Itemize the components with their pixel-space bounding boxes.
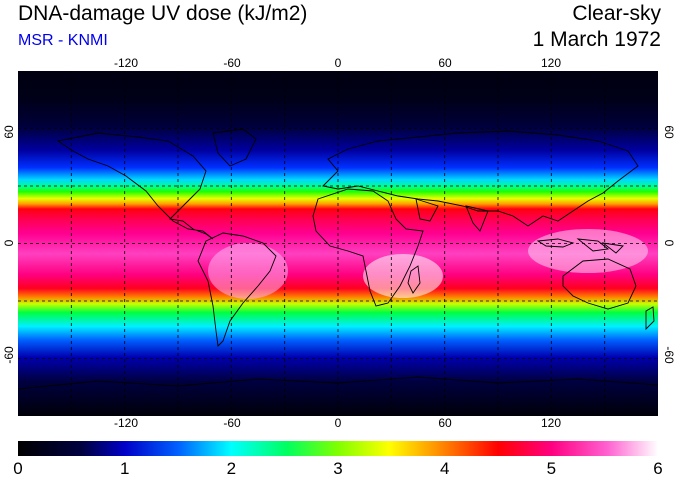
colorbar-tick: 1 xyxy=(119,459,130,478)
lat-tick-left: 60 xyxy=(2,125,16,139)
lon-tick-top: -120 xyxy=(113,56,139,70)
lon-tick-bottom: -120 xyxy=(113,416,139,430)
hotspot-indonesia xyxy=(528,229,648,273)
colorbar xyxy=(18,441,658,456)
hotspot-south-america xyxy=(208,243,288,299)
africa-outline xyxy=(312,188,424,307)
madagascar-outline xyxy=(407,265,421,294)
graticule xyxy=(18,71,658,416)
lon-tick-bottom: -60 xyxy=(223,416,241,430)
lat-tick-right: 60 xyxy=(662,125,676,139)
colorbar-tick: 6 xyxy=(653,459,663,478)
indonesia-outline xyxy=(536,238,624,254)
new-zealand-outline xyxy=(645,306,655,331)
colorbar-tick: 2 xyxy=(226,459,237,478)
coastlines xyxy=(18,128,658,390)
colorbar-tick: 4 xyxy=(439,459,450,478)
colorbar-tick: 0 xyxy=(13,459,23,478)
uv-dose-world-map xyxy=(18,71,658,416)
lat-tick-right: -60 xyxy=(662,346,676,364)
eurasia-outline xyxy=(322,130,639,227)
map-title: DNA-damage UV dose (kJ/m2) xyxy=(18,2,308,25)
colorbar-tick: 3 xyxy=(333,459,343,478)
australia-outline xyxy=(562,258,637,310)
lon-tick-top: 120 xyxy=(540,56,562,70)
lat-tick-left: -60 xyxy=(2,346,16,364)
lon-tick-bottom: 120 xyxy=(540,416,562,430)
lat-tick-right: 0 xyxy=(662,239,676,247)
source-label: MSR - KNMI xyxy=(18,32,108,49)
south-america-outline xyxy=(197,232,277,347)
lon-tick-top: -60 xyxy=(223,56,241,70)
north-america-outline xyxy=(56,132,214,240)
sky-condition-label: Clear-sky xyxy=(572,2,661,25)
hotspot-africa xyxy=(363,254,443,298)
arabia-india-outline xyxy=(415,198,489,232)
lon-tick-bottom: 0 xyxy=(334,416,342,430)
date-label: 1 March 1972 xyxy=(532,28,661,51)
lon-tick-top: 60 xyxy=(438,56,452,70)
lon-tick-bottom: 60 xyxy=(438,416,452,430)
colorbar-tick: 5 xyxy=(546,459,557,478)
lat-tick-left: 0 xyxy=(2,239,16,247)
lon-tick-top: 0 xyxy=(334,56,342,70)
greenland-outline xyxy=(212,128,257,167)
antarctica-outline xyxy=(18,376,658,390)
